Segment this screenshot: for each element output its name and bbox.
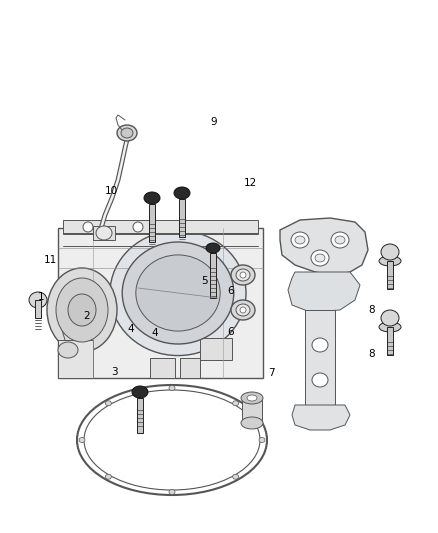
- Ellipse shape: [206, 243, 220, 253]
- Ellipse shape: [110, 230, 246, 356]
- Ellipse shape: [144, 192, 160, 204]
- Text: 9: 9: [210, 117, 217, 126]
- Text: 6: 6: [227, 286, 234, 296]
- Ellipse shape: [379, 256, 401, 266]
- Text: 1: 1: [37, 293, 44, 302]
- Ellipse shape: [96, 226, 112, 240]
- Ellipse shape: [311, 250, 329, 266]
- Ellipse shape: [169, 385, 175, 391]
- Ellipse shape: [233, 474, 239, 479]
- Ellipse shape: [29, 292, 47, 308]
- Ellipse shape: [315, 254, 325, 262]
- Ellipse shape: [381, 244, 399, 260]
- Text: 10: 10: [105, 186, 118, 196]
- Ellipse shape: [231, 265, 255, 285]
- Ellipse shape: [241, 392, 263, 404]
- Ellipse shape: [106, 474, 111, 479]
- Ellipse shape: [233, 401, 239, 406]
- Bar: [150, 358, 175, 378]
- Ellipse shape: [312, 373, 328, 387]
- Ellipse shape: [381, 310, 399, 326]
- Bar: [180, 358, 200, 378]
- Ellipse shape: [240, 272, 246, 278]
- Ellipse shape: [132, 386, 148, 398]
- Text: 5: 5: [201, 277, 208, 286]
- Ellipse shape: [240, 307, 246, 313]
- Ellipse shape: [236, 269, 250, 281]
- Ellipse shape: [136, 255, 220, 331]
- Bar: [387, 327, 393, 355]
- Ellipse shape: [247, 395, 257, 401]
- Text: 12: 12: [244, 179, 257, 188]
- Ellipse shape: [379, 322, 401, 332]
- Text: 2: 2: [83, 311, 90, 320]
- Bar: [387, 261, 393, 289]
- Ellipse shape: [169, 489, 175, 495]
- Bar: [137, 398, 143, 433]
- Ellipse shape: [236, 304, 250, 316]
- Bar: [58, 228, 263, 378]
- Text: 4: 4: [151, 328, 158, 338]
- Ellipse shape: [106, 401, 111, 406]
- Ellipse shape: [68, 294, 96, 326]
- Ellipse shape: [241, 417, 263, 429]
- Text: 11: 11: [44, 255, 57, 264]
- Bar: [93, 226, 115, 240]
- Bar: [179, 199, 185, 237]
- Polygon shape: [280, 218, 368, 275]
- Polygon shape: [288, 272, 360, 312]
- Text: 3: 3: [111, 367, 118, 377]
- Ellipse shape: [295, 236, 305, 244]
- Bar: [58, 340, 93, 378]
- Bar: [210, 253, 216, 298]
- Bar: [305, 310, 335, 410]
- Ellipse shape: [58, 342, 78, 358]
- Text: 8: 8: [368, 350, 375, 359]
- Text: 8: 8: [368, 305, 375, 315]
- Ellipse shape: [335, 236, 345, 244]
- Polygon shape: [292, 405, 350, 430]
- Ellipse shape: [174, 187, 190, 199]
- Ellipse shape: [331, 232, 349, 248]
- Text: 7: 7: [268, 368, 275, 378]
- Ellipse shape: [122, 242, 234, 344]
- Ellipse shape: [47, 268, 117, 352]
- Bar: [35, 300, 41, 318]
- Ellipse shape: [259, 438, 265, 442]
- Bar: [149, 204, 155, 242]
- Ellipse shape: [291, 232, 309, 248]
- Bar: [63, 220, 258, 234]
- Ellipse shape: [231, 300, 255, 320]
- Ellipse shape: [117, 125, 137, 141]
- Bar: [200, 338, 232, 360]
- Ellipse shape: [312, 338, 328, 352]
- Text: 6: 6: [227, 327, 234, 336]
- Ellipse shape: [83, 222, 93, 232]
- Ellipse shape: [121, 128, 133, 138]
- Bar: [242, 398, 262, 423]
- Text: 4: 4: [127, 324, 134, 334]
- Ellipse shape: [56, 278, 108, 342]
- Ellipse shape: [79, 438, 85, 442]
- Ellipse shape: [133, 222, 143, 232]
